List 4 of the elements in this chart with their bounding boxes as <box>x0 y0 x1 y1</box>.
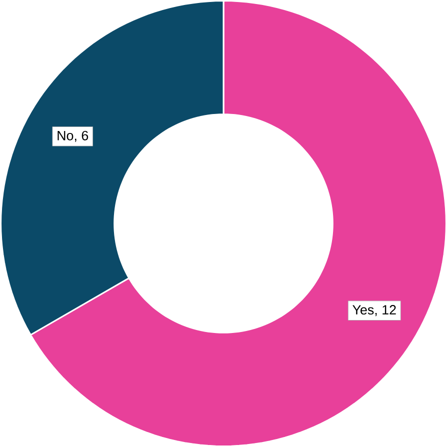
slice-label: No <box>58 130 74 140</box>
data-label: , 6 <box>74 130 88 142</box>
slice-label: Yes <box>352 305 374 315</box>
data-label: , 12 <box>375 305 396 316</box>
